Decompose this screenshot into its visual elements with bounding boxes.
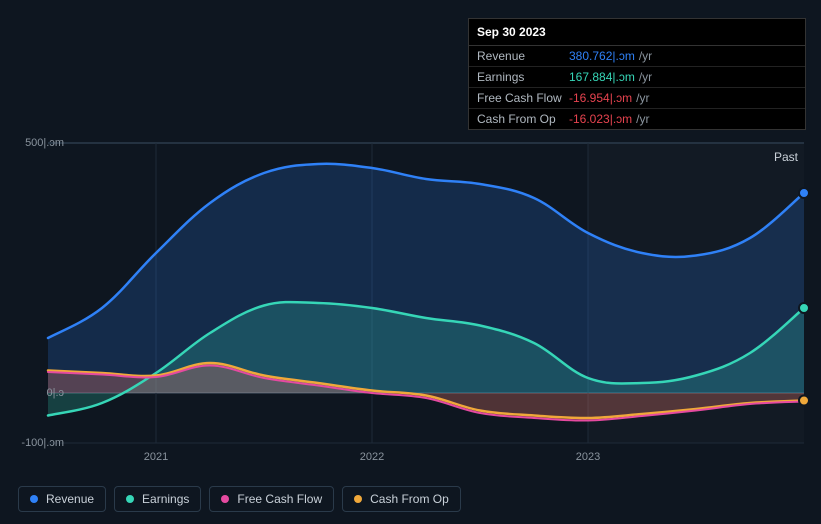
tooltip-row: Revenue380.762|.ɔm/yr	[469, 46, 805, 67]
x-axis-tick-label: 2021	[144, 451, 168, 463]
x-axis-tick-label: 2022	[360, 451, 384, 463]
tooltip-metric-unit: /yr	[639, 49, 652, 63]
legend-item-fcf[interactable]: Free Cash Flow	[209, 486, 334, 512]
tooltip-metric-label: Cash From Op	[477, 112, 569, 126]
chart-legend: Revenue Earnings Free Cash Flow Cash From O…	[18, 486, 461, 512]
legend-item-earnings[interactable]: Earnings	[114, 486, 201, 512]
tooltip-row: Earnings167.884|.ɔm/yr	[469, 67, 805, 88]
legend-item-cash_from_op[interactable]: Cash From Op	[342, 486, 461, 512]
legend-dot-icon	[221, 495, 229, 503]
tooltip-metric-value: 380.762|.ɔm	[569, 49, 635, 63]
tooltip-date: Sep 30 2023	[469, 19, 805, 46]
earnings-chart[interactable]: Past 500|.ɔm0|.ɔ-100|.ɔm202120222023	[18, 125, 804, 445]
tooltip-metric-unit: /yr	[639, 70, 652, 84]
y-axis-tick-label: -100|.ɔm	[21, 437, 64, 449]
tooltip-metric-value: 167.884|.ɔm	[569, 70, 635, 84]
tooltip-metric-unit: /yr	[636, 91, 649, 105]
tooltip-metric-unit: /yr	[636, 112, 649, 126]
legend-dot-icon	[126, 495, 134, 503]
legend-label: Cash From Op	[370, 492, 449, 506]
tooltip-row: Cash From Op-16.023|.ɔm/yr	[469, 109, 805, 129]
tooltip-metric-label: Earnings	[477, 70, 569, 84]
tooltip-metric-label: Free Cash Flow	[477, 91, 569, 105]
tooltip-metric-value: -16.954|.ɔm	[569, 91, 632, 105]
legend-dot-icon	[354, 495, 362, 503]
chart-svg	[48, 125, 804, 445]
legend-label: Revenue	[46, 492, 94, 506]
legend-item-revenue[interactable]: Revenue	[18, 486, 106, 512]
legend-dot-icon	[30, 495, 38, 503]
tooltip-metric-value: -16.023|.ɔm	[569, 112, 632, 126]
x-axis-tick-label: 2023	[576, 451, 600, 463]
legend-label: Free Cash Flow	[237, 492, 322, 506]
tooltip-metric-label: Revenue	[477, 49, 569, 63]
y-axis-tick-label: 500|.ɔm	[25, 137, 64, 149]
legend-label: Earnings	[142, 492, 189, 506]
tooltip-row: Free Cash Flow-16.954|.ɔm/yr	[469, 88, 805, 109]
chart-tooltip: Sep 30 2023 Revenue380.762|.ɔm/yrEarning…	[468, 18, 806, 130]
y-axis-tick-label: 0|.ɔ	[46, 387, 64, 399]
